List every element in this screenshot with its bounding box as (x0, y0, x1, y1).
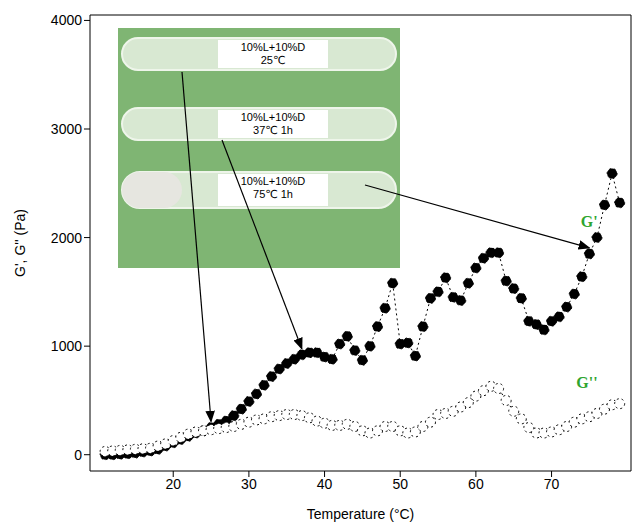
svg-text:4000: 4000 (51, 12, 82, 28)
svg-text:10%L+10%D: 10%L+10%D (241, 111, 306, 123)
svg-text:2000: 2000 (51, 230, 82, 246)
svg-text:70: 70 (544, 476, 560, 492)
svg-text:30: 30 (241, 476, 257, 492)
svg-text:1000: 1000 (51, 338, 82, 354)
svg-text:50: 50 (392, 476, 408, 492)
svg-text:10%L+10%D: 10%L+10%D (241, 175, 306, 187)
svg-text:10%L+10%D: 10%L+10%D (241, 41, 306, 53)
svg-text:G'': G'' (576, 374, 597, 391)
svg-text:3000: 3000 (51, 121, 82, 137)
svg-text:G': G' (581, 213, 598, 230)
svg-text:Temperature (°C): Temperature (°C) (307, 506, 415, 522)
svg-text:0: 0 (74, 447, 82, 463)
svg-text:G', G'' (Pa): G', G'' (Pa) (12, 209, 28, 277)
svg-text:25℃: 25℃ (261, 54, 286, 66)
svg-text:60: 60 (468, 476, 484, 492)
svg-text:37℃ 1h: 37℃ 1h (253, 124, 293, 136)
svg-text:40: 40 (317, 476, 333, 492)
svg-text:20: 20 (165, 476, 181, 492)
svg-text:75℃ 1h: 75℃ 1h (253, 188, 293, 200)
